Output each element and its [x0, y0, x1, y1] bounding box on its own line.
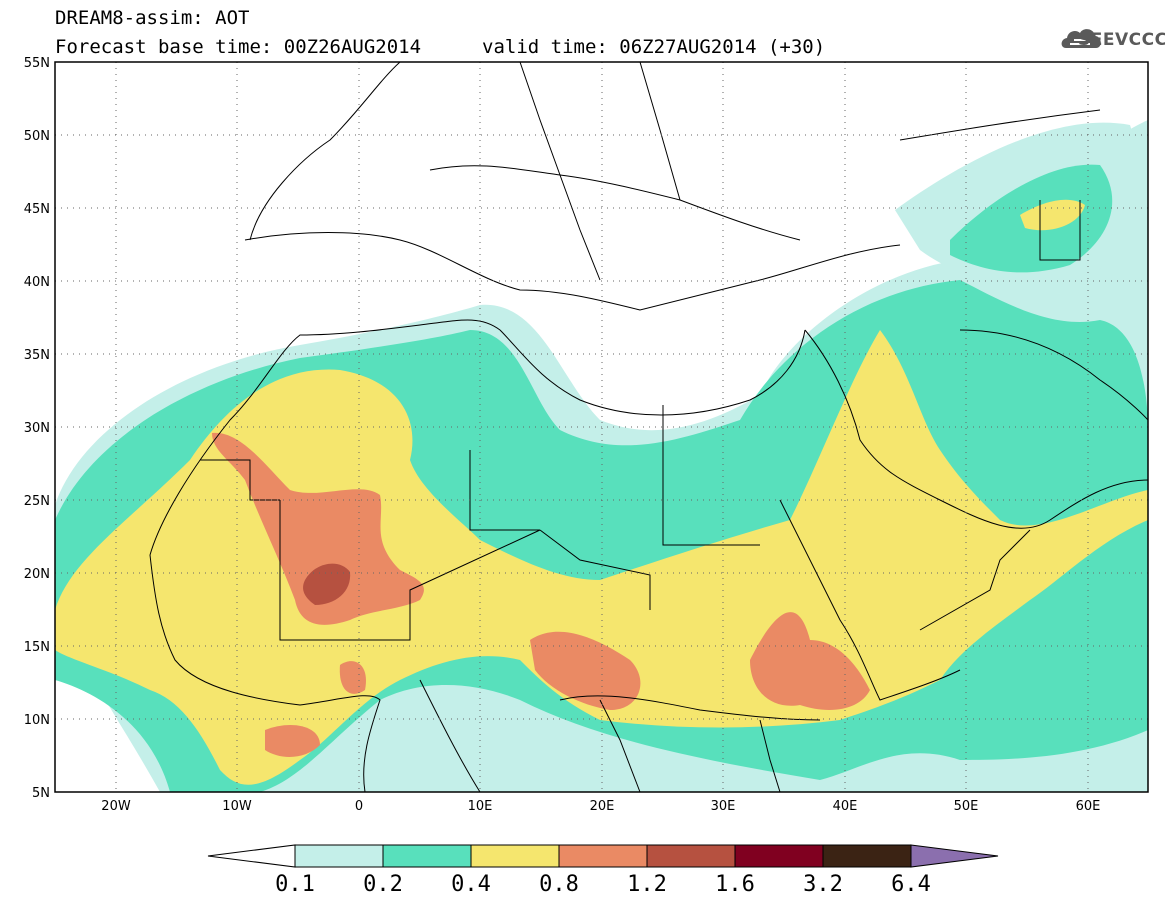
lat-tick-label: 45N [24, 202, 50, 217]
lat-tick-label: 25N [24, 494, 50, 509]
colorbar-label: 1.2 [627, 872, 667, 897]
plot-frame [54, 61, 1149, 793]
lon-tick-label: 40E [833, 799, 858, 814]
valid-time: valid time: 06Z27AUG2014 (+30) [482, 36, 826, 58]
lat-tick-label: 10N [24, 713, 50, 728]
map-title: DREAM8-assim: AOT [55, 7, 250, 29]
colorbar-swatch [470, 844, 560, 868]
lon-tick-label: 10W [222, 799, 252, 814]
lon-tick-label: 0 [355, 799, 363, 814]
colorbar-below-arrow [207, 844, 296, 868]
lat-tick-label: 55N [24, 56, 50, 71]
colorbar-swatch [646, 844, 736, 868]
lat-tick-label: 30N [24, 421, 50, 436]
logo-text: SEEVCCC [1078, 30, 1165, 50]
lon-axis: 20W 10W 0 10E 20E 30E 40E 50E 60E [101, 799, 1100, 814]
lon-tick-label: 10E [468, 799, 493, 814]
lon-tick-label: 60E [1076, 799, 1101, 814]
colorbar-label: 0.8 [539, 872, 579, 897]
aot-band-0.8 [212, 432, 424, 625]
lat-tick-label: 15N [24, 640, 50, 655]
lon-tick-label: 20W [101, 799, 131, 814]
lon-tick-label: 50E [954, 799, 979, 814]
lat-axis: 5N 10N 15N 20N 25N 30N 35N 40N 45N 50N 5… [24, 56, 50, 801]
colorbar-label: 0.1 [275, 872, 315, 897]
forecast-base-time: Forecast base time: 00Z26AUG2014 [55, 36, 422, 58]
lat-tick-label: 5N [32, 786, 50, 801]
country-borders [149, 62, 1148, 792]
lon-tick-label: 20E [590, 799, 615, 814]
aot-band-1.2 [303, 563, 351, 605]
aot-colorbar [207, 844, 999, 868]
colorbar-swatch [294, 844, 384, 868]
aot-fields [55, 120, 1148, 792]
lat-tick-label: 20N [24, 567, 50, 582]
lat-tick-label: 40N [24, 275, 50, 290]
colorbar-swatch [822, 844, 912, 868]
colorbar-label: 0.2 [363, 872, 403, 897]
aot-band-0.4 [55, 330, 1148, 785]
colorbar-swatch [558, 844, 648, 868]
colorbar-above-arrow [910, 844, 999, 868]
colorbar-label: 0.4 [451, 872, 491, 897]
colorbar-swatch [734, 844, 824, 868]
colorbar-swatch [382, 844, 472, 868]
cloud-logo-icon [1061, 29, 1101, 48]
graticule [55, 62, 1148, 792]
colorbar-label: 1.6 [715, 872, 755, 897]
colorbar-label: 6.4 [891, 872, 931, 897]
lat-tick-label: 50N [24, 129, 50, 144]
lon-tick-label: 30E [711, 799, 736, 814]
lat-tick-label: 35N [24, 348, 50, 363]
colorbar-label: 3.2 [803, 872, 843, 897]
